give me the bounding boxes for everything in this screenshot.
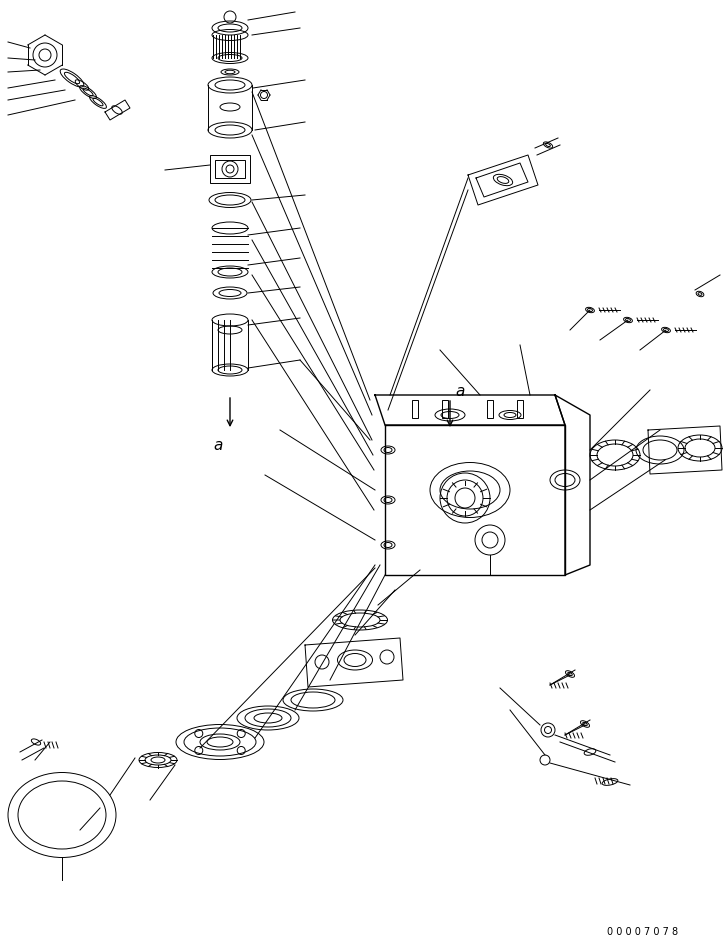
- Bar: [215, 160, 245, 178]
- Bar: [442, 400, 448, 418]
- Text: a: a: [213, 437, 223, 452]
- Text: 0 0 0 0 7 0 7 8: 0 0 0 0 7 0 7 8: [608, 927, 679, 937]
- Bar: [517, 400, 523, 418]
- Text: a: a: [455, 384, 465, 399]
- Bar: [210, 155, 250, 183]
- Bar: [487, 400, 493, 418]
- Bar: [412, 400, 418, 418]
